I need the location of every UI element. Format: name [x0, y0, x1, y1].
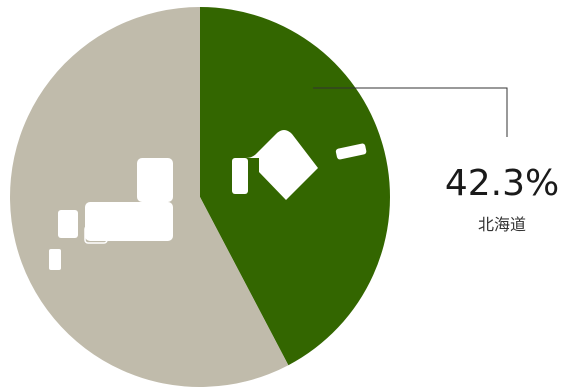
leader-line: [313, 87, 508, 137]
hokkaido-map-icon: [232, 130, 367, 200]
slice-value-label: 42.3%: [445, 163, 559, 204]
slice-category-label: 北海道: [478, 215, 526, 234]
japan-main-islands-map-icon: [49, 158, 173, 270]
pie-slices: [10, 7, 391, 387]
